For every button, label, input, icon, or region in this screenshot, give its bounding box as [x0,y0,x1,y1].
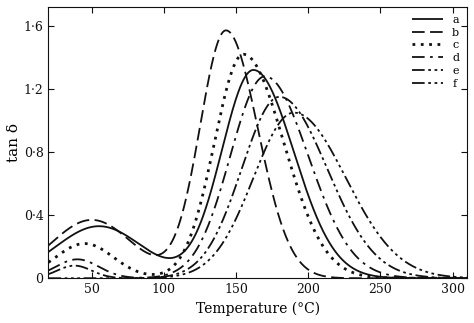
e [464,276,470,280]
a [375,275,381,278]
a [238,83,244,87]
b [452,276,458,280]
Line: f: f [48,113,467,278]
e [452,276,458,280]
c [452,276,458,280]
c [249,58,255,62]
e [46,272,51,276]
d [452,276,458,280]
a [46,250,51,254]
f [249,179,255,183]
f [67,276,73,280]
Line: c: c [48,54,467,278]
b [249,100,255,104]
f [291,111,297,115]
a [251,68,256,72]
b [452,276,458,280]
f [464,276,470,279]
e [67,264,73,268]
b [223,28,229,32]
Line: a: a [48,70,467,278]
d [375,270,381,274]
e [375,255,381,259]
b [238,55,244,59]
f [238,206,244,210]
a [464,276,470,280]
Y-axis label: tan δ: tan δ [7,123,21,162]
a [67,235,73,239]
f [452,275,458,279]
e [238,169,244,173]
f [452,275,458,279]
Line: e: e [48,97,467,278]
Legend: a, b, c, d, e, f: a, b, c, d, e, f [410,13,462,91]
c [375,276,381,279]
f [46,276,51,280]
c [238,53,244,57]
b [464,276,470,280]
b [67,226,73,230]
d [46,268,51,272]
Line: b: b [48,30,467,278]
a [249,68,255,72]
c [464,276,470,280]
X-axis label: Temperature (°C): Temperature (°C) [196,302,320,316]
c [67,246,73,250]
d [249,88,255,92]
c [452,276,458,280]
e [249,137,255,141]
e [277,95,283,99]
d [464,276,470,280]
Line: d: d [48,76,467,278]
b [46,244,51,247]
a [452,276,458,280]
e [452,276,458,280]
d [262,74,268,78]
d [452,276,458,280]
b [375,276,381,280]
f [375,232,381,236]
d [238,118,244,121]
c [46,260,51,264]
c [241,52,246,56]
a [452,276,458,280]
d [67,258,73,262]
